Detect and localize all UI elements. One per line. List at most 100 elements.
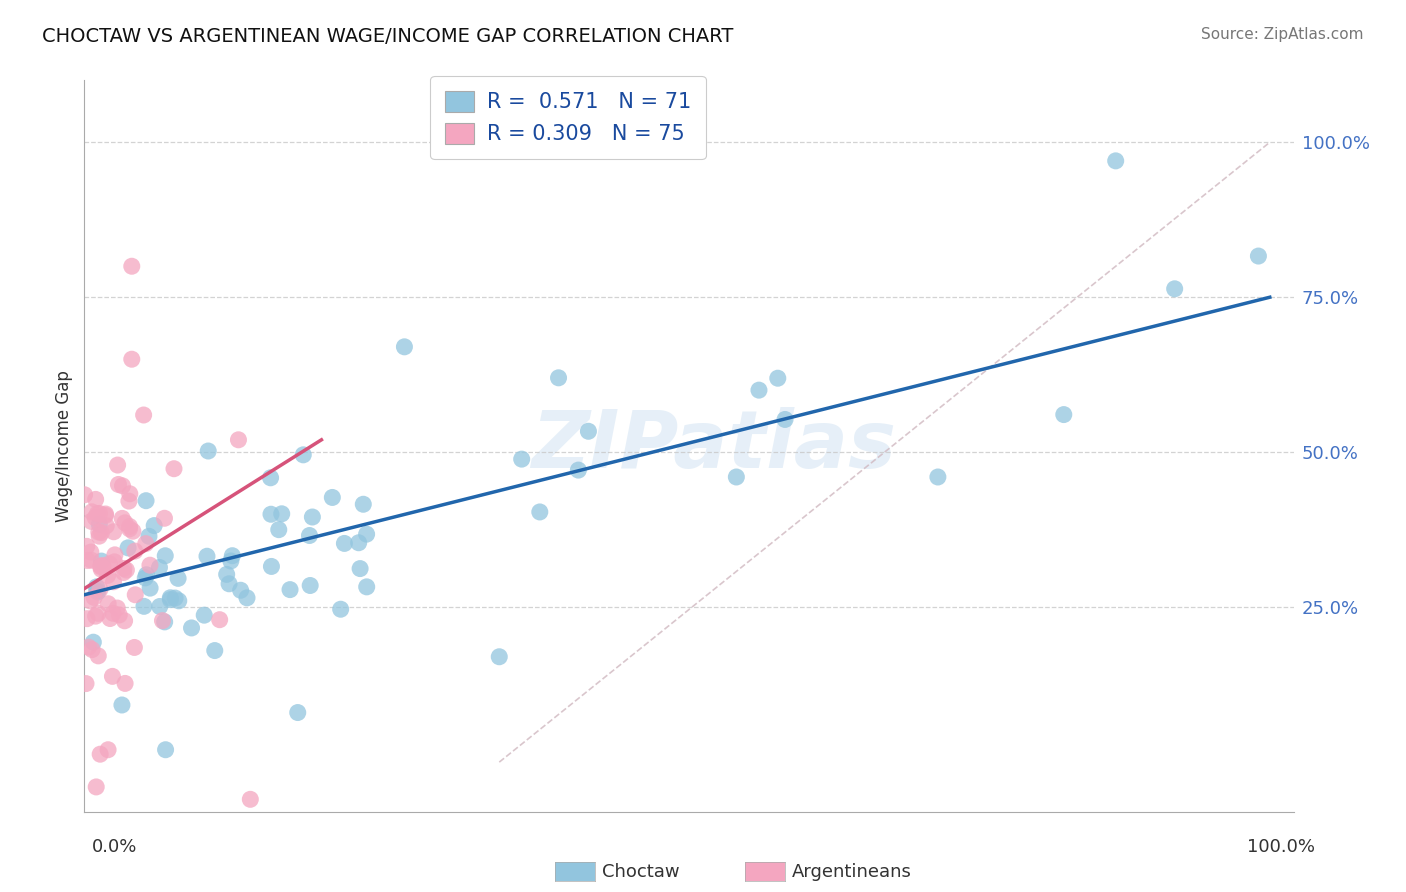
Point [118, 519, 141, 533]
Point [329, 602, 352, 616]
Point [180, 621, 202, 635]
Point [105, 601, 128, 615]
Point [510, 452, 533, 467]
Point [117, 541, 139, 555]
Point [89, 517, 111, 532]
Point [132, 408, 155, 422]
Point [195, 549, 218, 564]
Point [347, 535, 370, 549]
Point [90, 562, 112, 576]
Point [197, 444, 219, 458]
Point [349, 561, 371, 575]
Point [107, 458, 129, 472]
Point [287, 706, 309, 720]
Point [356, 527, 378, 541]
Point [236, 591, 259, 605]
Point [1053, 408, 1076, 422]
Point [118, 494, 141, 508]
Point [167, 594, 190, 608]
Point [89, 582, 111, 597]
Point [79, 594, 101, 608]
Point [118, 487, 141, 501]
Point [766, 371, 789, 385]
Point [298, 528, 321, 542]
Point [84, 492, 107, 507]
Point [90, 525, 112, 540]
Point [80, 545, 103, 559]
Point [229, 583, 252, 598]
Point [270, 507, 292, 521]
Point [167, 571, 190, 585]
Point [87, 524, 110, 539]
Point [121, 259, 143, 273]
Point [139, 581, 162, 595]
Point [219, 554, 242, 568]
Point [82, 635, 104, 649]
Legend: R =  0.571   N = 71, R = 0.309   N = 75: R = 0.571 N = 71, R = 0.309 N = 75 [430, 76, 706, 159]
Point [260, 559, 283, 574]
Point [115, 563, 138, 577]
Point [159, 592, 181, 607]
Point [80, 642, 103, 657]
Point [547, 371, 569, 385]
Point [163, 461, 186, 475]
Point [139, 558, 162, 573]
Point [333, 536, 356, 550]
Text: Argentineans: Argentineans [792, 863, 911, 881]
Point [529, 505, 551, 519]
Point [89, 747, 111, 762]
Point [159, 591, 181, 605]
Point [107, 477, 129, 491]
Point [260, 508, 283, 522]
Text: 100.0%: 100.0% [1247, 838, 1315, 855]
Point [725, 470, 748, 484]
Point [87, 585, 110, 599]
Point [155, 549, 177, 563]
Point [84, 510, 107, 524]
Text: Source: ZipAtlas.com: Source: ZipAtlas.com [1201, 27, 1364, 42]
Point [299, 578, 322, 592]
Point [267, 523, 290, 537]
Point [193, 608, 215, 623]
Point [111, 479, 134, 493]
Point [94, 507, 117, 521]
Point [90, 554, 112, 568]
Point [98, 611, 121, 625]
Point [97, 597, 120, 611]
Point [80, 505, 103, 519]
Point [89, 507, 111, 521]
Point [103, 574, 125, 589]
Point [352, 497, 374, 511]
Point [103, 524, 125, 539]
Point [259, 471, 281, 485]
Point [108, 607, 131, 622]
Point [101, 669, 124, 683]
Point [292, 448, 315, 462]
Point [112, 561, 135, 575]
Point [89, 529, 111, 543]
Point [94, 508, 117, 523]
Point [118, 522, 141, 536]
Point [1247, 249, 1270, 263]
Point [80, 553, 103, 567]
Point [97, 743, 120, 757]
Point [356, 580, 378, 594]
Point [77, 640, 100, 655]
Point [84, 609, 107, 624]
Point [114, 516, 136, 530]
Point [87, 648, 110, 663]
Point [80, 515, 103, 529]
Text: CHOCTAW VS ARGENTINEAN WAGE/INCOME GAP CORRELATION CHART: CHOCTAW VS ARGENTINEAN WAGE/INCOME GAP C… [42, 27, 734, 45]
Point [239, 792, 262, 806]
Point [98, 557, 121, 571]
Point [73, 488, 96, 502]
Point [927, 470, 949, 484]
Point [76, 612, 98, 626]
Point [773, 412, 796, 426]
Point [91, 558, 114, 573]
Point [96, 518, 118, 533]
Point [143, 518, 166, 533]
Point [321, 491, 343, 505]
Point [153, 511, 176, 525]
Point [165, 591, 187, 605]
